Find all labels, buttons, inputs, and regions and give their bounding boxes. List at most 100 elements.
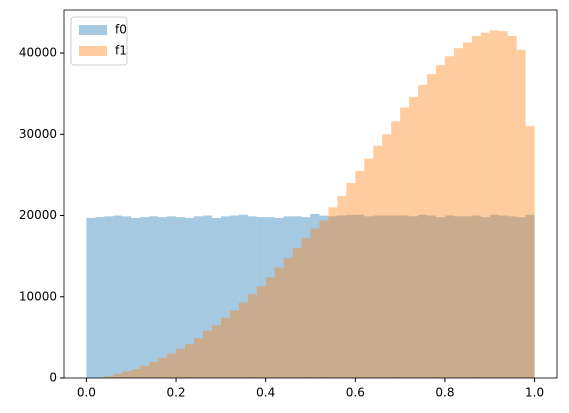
bar: [193, 216, 203, 378]
bar: [525, 126, 535, 378]
bar: [453, 48, 463, 378]
x-tick-label: 0.0: [77, 386, 96, 400]
bar: [256, 286, 266, 378]
bar: [238, 302, 248, 378]
x-tick-label: 0.4: [256, 386, 275, 400]
bar: [274, 267, 284, 378]
bar: [337, 215, 347, 378]
bar: [364, 216, 374, 378]
bar: [355, 170, 365, 378]
bar: [283, 216, 293, 378]
y-tick-label: 10000: [19, 289, 57, 303]
bar: [113, 373, 123, 378]
bar: [202, 215, 212, 378]
legend: f0 f1: [70, 16, 128, 66]
bar: [185, 343, 194, 378]
bar: [211, 217, 221, 378]
y-tick-label: 20000: [19, 208, 57, 222]
bar: [229, 215, 239, 378]
bar: [113, 215, 123, 378]
bar: [444, 56, 454, 379]
bar: [149, 361, 159, 378]
bar: [158, 357, 168, 378]
bar: [391, 215, 401, 378]
bar: [319, 215, 329, 378]
bar: [409, 216, 419, 378]
bar: [516, 49, 526, 379]
bar: [301, 238, 311, 378]
bar: [355, 214, 365, 378]
bar: [220, 216, 230, 378]
bar: [471, 215, 481, 378]
bar: [131, 369, 141, 378]
x-tick-label: 0.8: [435, 386, 454, 400]
bar: [337, 196, 347, 378]
x-tick-label: 0.6: [346, 386, 365, 400]
bar: [489, 214, 499, 378]
bar: [400, 215, 410, 378]
y-tick-label: 0: [49, 371, 57, 385]
bar: [427, 215, 436, 378]
bar: [229, 310, 239, 378]
bar: [131, 217, 141, 378]
bar: [301, 217, 311, 378]
bar: [220, 317, 230, 378]
bar: [310, 228, 320, 378]
bar: [247, 216, 257, 378]
bar: [489, 30, 499, 378]
legend-label: f1: [115, 44, 127, 58]
bar: [507, 216, 517, 378]
bar: [427, 74, 436, 378]
bar: [185, 217, 194, 378]
bar: [211, 325, 221, 378]
bar: [453, 216, 463, 378]
legend-label: f0: [115, 23, 127, 37]
bar: [292, 248, 302, 378]
bar: [193, 338, 203, 378]
bar: [435, 65, 445, 379]
bar: [104, 376, 114, 378]
x-tick-label: 1.0: [525, 386, 544, 400]
bar: [104, 216, 114, 378]
bar: [274, 217, 284, 378]
bar: [202, 330, 212, 378]
bar: [480, 32, 490, 379]
bar: [158, 217, 168, 378]
bar: [247, 294, 257, 378]
bar: [382, 134, 392, 378]
bar: [265, 277, 275, 378]
bar: [319, 220, 329, 378]
bar: [373, 145, 383, 378]
bar: [167, 353, 177, 378]
bar: [238, 214, 248, 378]
bar: [86, 217, 96, 378]
bar: [391, 121, 401, 378]
bar: [283, 257, 293, 378]
bar: [462, 216, 472, 378]
bar: [346, 214, 356, 378]
bar: [382, 215, 392, 378]
bar: [364, 158, 374, 378]
legend-swatch: [79, 46, 107, 56]
bar: [480, 217, 490, 378]
bar: [462, 42, 472, 379]
bar: [122, 371, 132, 378]
bar: [328, 207, 338, 378]
bar: [140, 365, 150, 378]
y-tick-label: 40000: [19, 46, 57, 60]
bar: [122, 216, 132, 378]
bar: [176, 348, 186, 378]
bar: [140, 217, 150, 378]
bar: [149, 216, 159, 378]
bar: [265, 217, 275, 378]
bar: [373, 215, 383, 378]
bar: [176, 217, 186, 378]
bar: [507, 35, 517, 379]
bar: [525, 214, 535, 378]
legend-swatch: [79, 25, 107, 35]
y-tick-label: 30000: [19, 127, 57, 141]
bar: [346, 183, 356, 378]
bar: [471, 35, 481, 379]
legend-frame: [70, 16, 128, 66]
